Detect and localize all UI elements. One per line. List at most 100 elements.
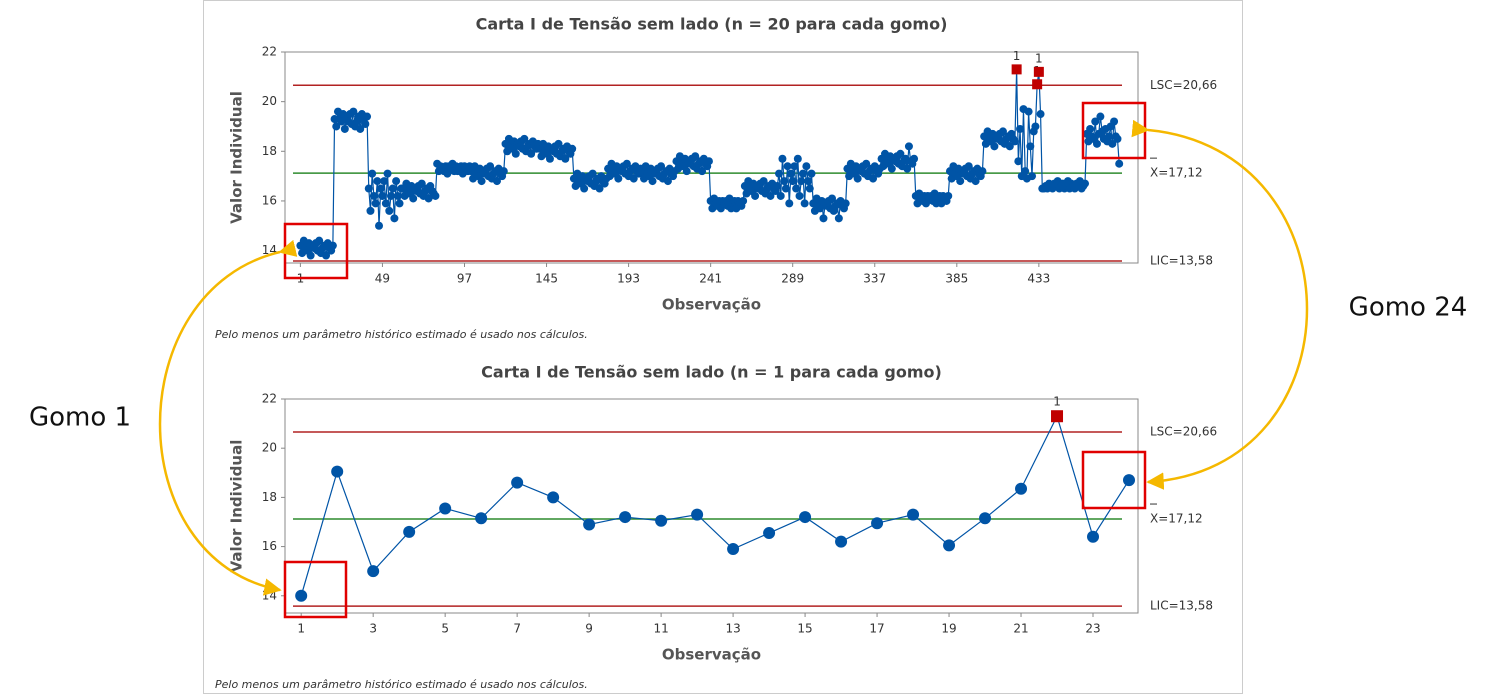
x-tick-label: 17 <box>869 622 884 636</box>
series-line <box>300 414 1130 596</box>
point <box>1005 142 1014 151</box>
x-tick-label: 97 <box>457 272 472 286</box>
point <box>739 196 748 205</box>
point <box>1015 482 1028 495</box>
point <box>828 194 837 203</box>
point <box>403 525 416 538</box>
arrow <box>158 239 298 596</box>
point <box>944 191 953 200</box>
point <box>903 164 912 173</box>
point <box>545 154 554 163</box>
point <box>727 543 740 556</box>
point <box>1115 159 1124 168</box>
point <box>775 169 784 178</box>
x-tick-label: 9 <box>585 622 593 636</box>
point <box>368 169 377 178</box>
out-of-control-point <box>1032 79 1043 90</box>
point <box>691 508 704 521</box>
y-axis-label: Valor Individual <box>228 440 246 573</box>
point <box>477 177 486 186</box>
point <box>511 476 524 489</box>
point <box>766 191 775 200</box>
point <box>588 169 597 178</box>
point <box>788 177 797 186</box>
point <box>1086 124 1095 133</box>
point <box>807 169 816 178</box>
x-tick-label: 337 <box>863 272 886 286</box>
point <box>568 144 577 153</box>
point <box>328 241 337 250</box>
point <box>475 512 488 525</box>
point <box>869 174 878 183</box>
point <box>998 127 1007 136</box>
limit-label: LIC=13,58 <box>1150 254 1213 268</box>
y-tick-label: 16 <box>262 539 277 553</box>
point <box>369 191 378 200</box>
point <box>547 491 560 504</box>
point <box>393 191 402 200</box>
point <box>1113 134 1122 143</box>
point <box>797 177 806 186</box>
point <box>1096 112 1105 121</box>
point <box>349 107 358 116</box>
point <box>763 527 776 540</box>
point <box>424 194 433 203</box>
point <box>306 251 315 260</box>
point <box>907 508 920 521</box>
point <box>648 177 657 186</box>
point <box>790 162 799 171</box>
point <box>1108 139 1117 148</box>
chart-title: Carta I de Tensão sem lado (n = 1 para c… <box>481 363 942 382</box>
annotation: Gomo 1 <box>29 403 131 433</box>
point <box>776 191 785 200</box>
point <box>904 142 913 151</box>
point <box>657 162 666 171</box>
point <box>799 511 812 524</box>
limit-label: X=17,12 <box>1150 512 1203 526</box>
point <box>376 184 385 193</box>
footnote: Pelo menos um parâmetro histórico estima… <box>215 328 588 341</box>
point <box>990 142 999 151</box>
y-tick-label: 22 <box>262 45 277 59</box>
point <box>614 174 623 183</box>
y-tick-label: 18 <box>262 144 277 158</box>
x-axis-label: Observação <box>662 646 761 664</box>
point <box>554 139 563 148</box>
x-tick-label: 13 <box>725 622 740 636</box>
y-axis-label: Valor Individual <box>228 91 246 224</box>
point <box>340 124 349 133</box>
x-tick-label: 433 <box>1027 272 1050 286</box>
point <box>561 154 570 163</box>
point <box>1110 117 1119 126</box>
point <box>655 514 668 527</box>
annotation: Gomo 24 <box>1349 293 1468 323</box>
point <box>1087 530 1100 543</box>
x-tick-label: 11 <box>653 622 668 636</box>
point <box>1014 157 1023 166</box>
point <box>385 206 394 215</box>
point <box>295 589 308 602</box>
point <box>691 152 700 161</box>
point <box>841 199 850 208</box>
chart-title: Carta I de Tensão sem lado (n = 20 para … <box>476 15 948 34</box>
point <box>583 518 596 531</box>
point <box>698 167 707 176</box>
point <box>1024 107 1033 116</box>
point <box>1104 132 1113 141</box>
x-tick-label: 49 <box>375 272 390 286</box>
point <box>896 149 905 158</box>
point <box>1036 110 1045 119</box>
point <box>1010 137 1019 146</box>
point <box>315 236 324 245</box>
out-of-control-point <box>1051 410 1064 423</box>
point <box>381 199 390 208</box>
point <box>964 162 973 171</box>
x-tick-label: 5 <box>441 622 449 636</box>
point <box>780 177 789 186</box>
point <box>943 539 956 552</box>
point <box>819 214 828 223</box>
point <box>682 167 691 176</box>
point <box>1026 142 1035 151</box>
point <box>511 149 520 158</box>
point <box>486 162 495 171</box>
